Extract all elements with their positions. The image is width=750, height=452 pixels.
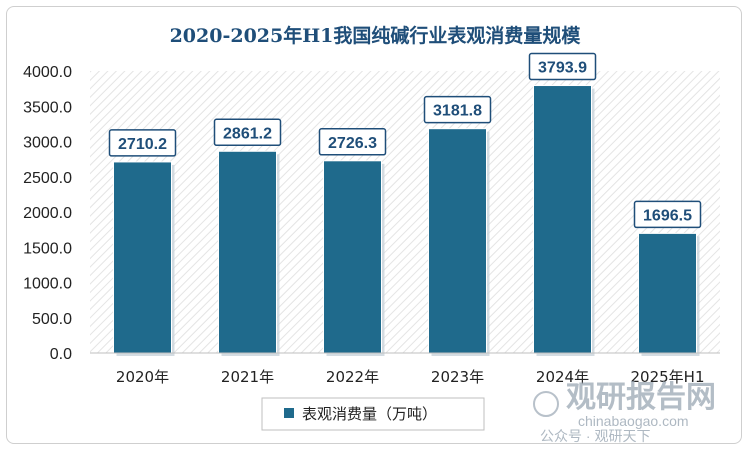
bar xyxy=(218,150,277,354)
legend-label: 表观消费量（万吨） xyxy=(302,405,437,423)
data-label: 3793.9 xyxy=(538,60,587,77)
y-axis: 0.0 500.0 1000.0 1500.0 2000.0 2500.0 3000.0 35… xyxy=(23,64,72,363)
legend: 表观消费量（万吨） xyxy=(261,397,485,431)
y-tick-label: 2500.0 xyxy=(23,170,72,187)
y-tick-label: 500.0 xyxy=(32,311,72,328)
bar xyxy=(428,128,487,354)
x-tick-label: 2020年 xyxy=(116,368,169,386)
plot-area xyxy=(90,71,720,353)
y-tick-label: 0.0 xyxy=(50,346,72,363)
y-tick-label: 2000.0 xyxy=(23,205,72,222)
y-tick-label: 3500.0 xyxy=(23,99,72,116)
data-label: 1696.5 xyxy=(643,207,692,224)
legend-swatch xyxy=(284,408,294,418)
bar xyxy=(533,85,592,354)
watermark-brand: 观研报告网 xyxy=(566,380,716,415)
data-label: 3181.8 xyxy=(433,103,482,120)
x-tick-label: 2022年 xyxy=(326,368,379,386)
watermark: 观研报告网 chinabaogao.com 公众号 · 观研天下 xyxy=(533,380,716,444)
y-tick-label: 4000.0 xyxy=(23,64,72,81)
watermark-logo-icon xyxy=(533,391,559,417)
x-tick-label: 2023年 xyxy=(431,368,484,386)
bar xyxy=(323,160,382,354)
x-axis: 2020年 2021年 2022年 2023年 2024年 2025年H1 xyxy=(116,368,705,386)
data-label-box xyxy=(423,95,492,124)
bar xyxy=(113,161,172,354)
x-tick-label: 2024年 xyxy=(536,368,589,386)
data-label: 2710.2 xyxy=(118,136,167,153)
bars xyxy=(113,85,700,356)
data-label-box xyxy=(633,200,702,229)
x-tick-label: 2021年 xyxy=(221,368,274,386)
data-label: 2861.2 xyxy=(223,125,272,142)
y-tick-label: 1500.0 xyxy=(23,240,72,257)
watermark-site: chinabaogao.com xyxy=(578,413,689,429)
watermark-account: 公众号 · 观研天下 xyxy=(540,428,650,444)
data-label: 2726.3 xyxy=(328,135,377,152)
data-labels: 2710.2 2861.2 2726.3 3181.8 3793.9 1696.5 xyxy=(108,52,702,229)
legend-box xyxy=(261,397,485,431)
data-label-box xyxy=(528,52,597,81)
x-tick-label: 2025年H1 xyxy=(631,368,705,386)
data-label-box xyxy=(108,129,177,157)
data-label-box xyxy=(318,128,387,156)
chart-title: 2020-2025年H1我国纯碱行业表观消费量规模 xyxy=(170,24,582,47)
data-label-box xyxy=(213,118,282,147)
y-tick-label: 3000.0 xyxy=(23,135,72,152)
bar xyxy=(638,232,697,354)
y-tick-label: 1000.0 xyxy=(23,276,72,293)
